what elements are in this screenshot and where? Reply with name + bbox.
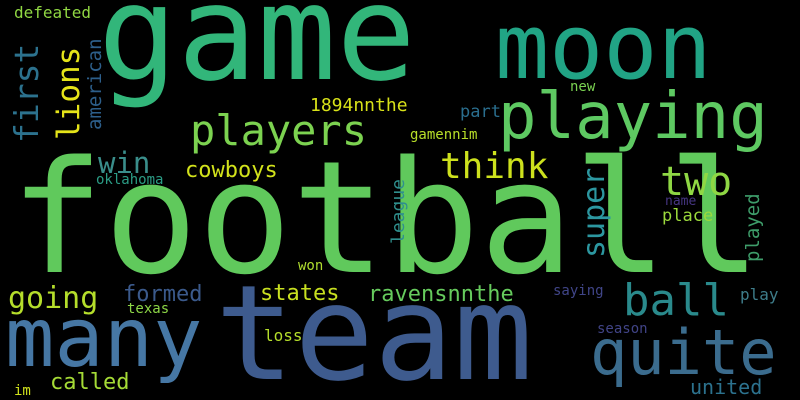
word-name: name [665, 194, 697, 209]
word-going: going [8, 281, 99, 316]
word-new: new [570, 79, 596, 95]
word-1894nnthe: 1894nnthe [310, 95, 408, 116]
word-formed: formed [123, 282, 203, 307]
word-football: football [10, 127, 762, 309]
word-saying: saying [553, 283, 604, 299]
word-two: two [660, 159, 733, 205]
word-ravensnnthe: ravensnnthe [368, 282, 514, 307]
word-played: played [742, 193, 764, 262]
word-oklahoma: oklahoma [96, 172, 164, 188]
word-won: won [298, 258, 324, 274]
word-first: first [7, 43, 46, 143]
word-super: super [577, 167, 612, 258]
word-defeated: defeated [14, 3, 92, 22]
word-cowboys: cowboys [185, 158, 278, 183]
word-playing: playing [498, 80, 768, 154]
word-moon: moon [495, 0, 712, 100]
word-loss: loss [264, 326, 303, 345]
word-think: think [440, 146, 549, 187]
word-lions: lions [51, 46, 87, 140]
word-ball: ball [623, 275, 729, 326]
word-season: season [597, 321, 648, 337]
word-american: american [84, 38, 106, 130]
word-states: states [260, 281, 340, 306]
word-play: play [740, 285, 779, 304]
word-league: league [388, 178, 409, 244]
word-united: united [690, 375, 763, 399]
word-gamennim: gamennim [410, 127, 478, 143]
word-many: many [5, 291, 203, 386]
word-called: called [50, 370, 130, 395]
word-quite: quite [590, 316, 777, 389]
word-part: part [460, 102, 501, 122]
word-win: win [98, 146, 151, 180]
word-place: place [662, 206, 714, 226]
word-team: team [215, 257, 533, 400]
word-texas: texas [127, 301, 170, 317]
word-game: game [98, 0, 416, 111]
word-players: players [190, 106, 368, 155]
word-im: im [14, 383, 31, 399]
